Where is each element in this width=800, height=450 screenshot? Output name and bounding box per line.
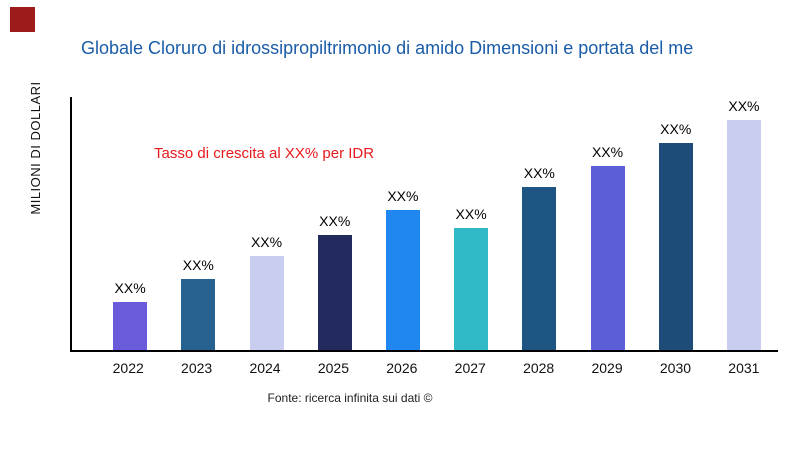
bar xyxy=(385,209,420,350)
bar xyxy=(181,278,216,350)
bar-value-label: XX% xyxy=(114,279,146,296)
bar xyxy=(113,301,148,350)
bar-group: XX% xyxy=(573,97,641,350)
bar xyxy=(658,143,693,350)
corner-accent-square xyxy=(10,7,35,32)
bar xyxy=(726,120,761,350)
x-axis-labels: 2022 2023 2024 2025 2026 2027 2028 2029 2030 2031 xyxy=(70,360,778,376)
x-axis-tick-label: 2031 xyxy=(728,360,760,376)
bar-value-label: XX% xyxy=(728,98,760,114)
chart-title: Globale Cloruro di idrossipropiltrimonio… xyxy=(81,38,694,58)
x-axis-tick-label: 2030 xyxy=(659,360,692,376)
x-axis-tick-label: 2022 xyxy=(112,360,144,376)
bars-container: XX% XX% XX% XX% XX% XX% XX% XX% XX% XX% xyxy=(72,97,778,350)
bar xyxy=(522,186,557,350)
bar-value-label: XX% xyxy=(319,213,351,229)
bar-group: XX% xyxy=(505,97,573,350)
bar-value-label: XX% xyxy=(660,121,692,137)
bar xyxy=(590,166,625,350)
x-axis-tick-label: 2027 xyxy=(454,360,486,376)
source-note: Fonte: ricerca infinita sui dati © xyxy=(267,391,433,405)
plot-area: Tasso di crescita al XX% per IDR XX% XX% X… xyxy=(70,97,778,352)
bar xyxy=(454,228,489,350)
bar-group: XX% xyxy=(642,97,710,350)
x-axis-tick-label: 2026 xyxy=(386,360,418,376)
bar-group: XX% xyxy=(96,97,164,350)
bar-group: XX% xyxy=(164,97,232,350)
bar-value-label: XX% xyxy=(455,206,487,223)
x-axis-tick-label: 2024 xyxy=(249,360,281,376)
bar-group: XX% xyxy=(437,97,505,350)
growth-note: Tasso di crescita al XX% per IDR xyxy=(154,145,375,162)
x-axis-tick-label: 2025 xyxy=(317,360,349,376)
bar-group: XX% xyxy=(369,97,437,350)
bar-group: XX% xyxy=(301,97,369,350)
bar-value-label: XX% xyxy=(387,187,419,204)
bar-group: XX% xyxy=(232,97,300,350)
bar-group: XX% xyxy=(710,97,778,350)
bar-value-label: XX% xyxy=(523,164,555,181)
bar-value-label: XX% xyxy=(591,144,624,160)
x-axis-tick-label: 2029 xyxy=(591,360,623,376)
bar-value-label: XX% xyxy=(250,233,283,250)
x-axis-tick-label: 2028 xyxy=(523,360,555,376)
bar-value-label: XX% xyxy=(182,256,214,273)
bar xyxy=(317,235,352,350)
bar xyxy=(249,255,284,350)
x-axis-tick-label: 2023 xyxy=(181,360,213,376)
y-axis-label: MILIONI DI DOLLARI xyxy=(28,81,43,215)
